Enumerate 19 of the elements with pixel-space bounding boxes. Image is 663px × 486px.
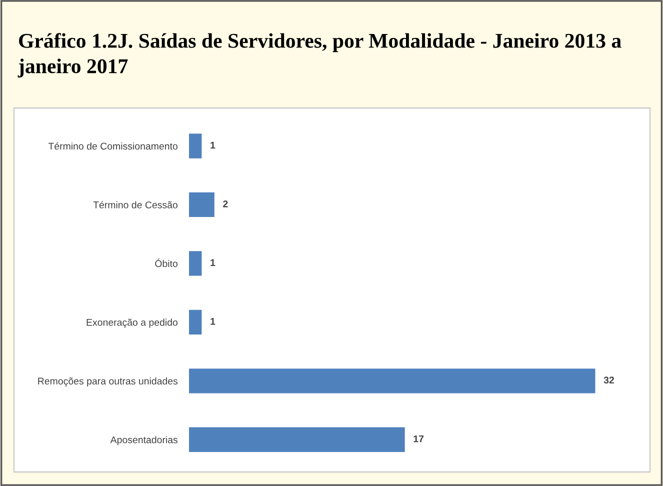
bar: [189, 134, 202, 158]
data-label: 1: [210, 142, 216, 149]
bar: [189, 368, 596, 394]
data-label: 1: [210, 318, 216, 325]
data-label: 17: [414, 435, 424, 442]
data-label: 32: [604, 376, 614, 384]
y-tick-label: Término de Comissionamento: [48, 142, 178, 150]
data-label: 2: [223, 200, 228, 208]
y-tick-label: Término de Cessão: [93, 201, 178, 208]
chart-title: Gráfico 1.2J. Saídas de Servidores, por Modalidade - Janeiro 2013 a janeiro 2017: [18, 33, 622, 78]
bar: [189, 251, 202, 276]
y-tick-label: Exoneração a pedido: [86, 318, 178, 328]
bar: [189, 310, 202, 335]
y-tick-label: Aposentadorias: [110, 436, 178, 446]
y-tick-label: Remoções para outras unidades: [38, 377, 178, 386]
y-tick-label: Óbito: [155, 258, 178, 268]
bar: [189, 427, 405, 452]
data-label: 1: [210, 259, 216, 266]
bar: [189, 192, 214, 218]
